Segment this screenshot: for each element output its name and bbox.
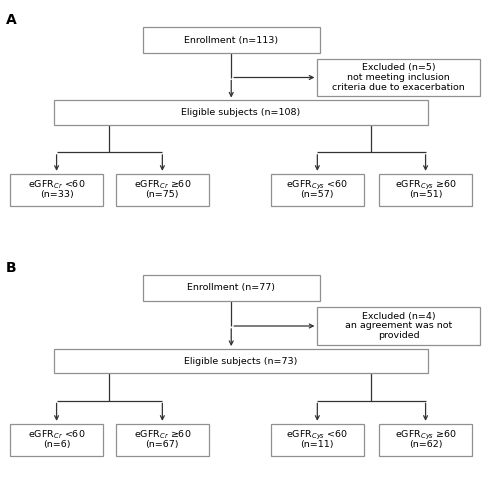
Bar xyxy=(143,274,320,300)
Bar xyxy=(116,174,209,206)
Text: (n=33): (n=33) xyxy=(40,190,73,200)
Bar xyxy=(10,174,103,206)
Bar xyxy=(54,349,428,373)
Text: eGFR$_{Cr}$ <60: eGFR$_{Cr}$ <60 xyxy=(28,179,85,191)
Text: (n=75): (n=75) xyxy=(146,190,179,200)
Text: Enrollment (n=77): Enrollment (n=77) xyxy=(187,283,275,292)
Bar xyxy=(54,100,428,124)
Text: Eligible subjects (n=73): Eligible subjects (n=73) xyxy=(184,356,298,366)
Text: (n=57): (n=57) xyxy=(301,190,334,200)
Text: (n=51): (n=51) xyxy=(409,190,442,200)
Text: eGFR$_{Cys}$ ≥60: eGFR$_{Cys}$ ≥60 xyxy=(395,428,457,442)
Text: eGFR$_{Cr}$ <60: eGFR$_{Cr}$ <60 xyxy=(28,428,85,441)
Text: eGFR$_{Cys}$ <60: eGFR$_{Cys}$ <60 xyxy=(286,178,348,192)
Bar xyxy=(271,174,364,206)
Text: not meeting inclusion: not meeting inclusion xyxy=(347,73,450,82)
Text: Eligible subjects (n=108): Eligible subjects (n=108) xyxy=(182,108,301,117)
Text: (n=11): (n=11) xyxy=(301,440,334,450)
Text: eGFR$_{Cr}$ ≥60: eGFR$_{Cr}$ ≥60 xyxy=(134,428,191,441)
Text: Excluded (n=4): Excluded (n=4) xyxy=(362,312,435,320)
Text: eGFR$_{Cys}$ <60: eGFR$_{Cys}$ <60 xyxy=(286,428,348,442)
Text: Enrollment (n=113): Enrollment (n=113) xyxy=(184,36,278,44)
Text: eGFR$_{Cys}$ ≥60: eGFR$_{Cys}$ ≥60 xyxy=(395,178,457,192)
Bar xyxy=(116,424,209,456)
Bar xyxy=(379,424,472,456)
Bar xyxy=(317,307,480,345)
Text: criteria due to exacerbation: criteria due to exacerbation xyxy=(332,83,465,92)
Text: an agreement was not: an agreement was not xyxy=(345,322,452,330)
Text: B: B xyxy=(6,261,17,275)
Text: (n=6): (n=6) xyxy=(43,440,70,450)
Text: eGFR$_{Cr}$ ≥60: eGFR$_{Cr}$ ≥60 xyxy=(134,179,191,191)
Bar xyxy=(10,424,103,456)
Bar xyxy=(317,58,480,96)
Text: Excluded (n=5): Excluded (n=5) xyxy=(362,63,435,72)
Bar xyxy=(379,174,472,206)
Text: (n=67): (n=67) xyxy=(146,440,179,450)
Text: A: A xyxy=(6,12,17,26)
Bar xyxy=(143,27,320,53)
Text: provided: provided xyxy=(378,332,419,340)
Text: (n=62): (n=62) xyxy=(409,440,442,450)
Bar xyxy=(271,424,364,456)
